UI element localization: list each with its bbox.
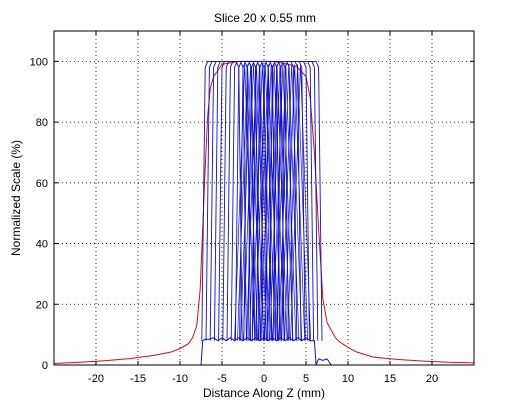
slice-hatch-line [248, 64, 270, 341]
x-tick-label: 15 [384, 373, 396, 385]
slice-hatch-line [269, 64, 291, 341]
x-tick-label: -5 [217, 373, 227, 385]
y-axis: 0 20 40 60 80 100 [30, 56, 474, 372]
y-tick-label: 0 [42, 360, 48, 372]
slice-hatch-line [290, 64, 311, 341]
slice-hatch-line [287, 64, 309, 341]
slice-hatch-line [272, 64, 294, 341]
slice-hatch-line [243, 64, 264, 341]
x-tick-label: -15 [130, 373, 146, 385]
y-tick-label: 80 [36, 117, 48, 129]
slice-hatch-line [240, 64, 261, 341]
slice-hatch-line [251, 64, 273, 341]
y-axis-label: Normalized Scale (%) [9, 140, 23, 256]
series-line-1 [200, 337, 332, 365]
slice-hatch-line [234, 64, 256, 341]
slice-hatch-line [260, 64, 282, 341]
slice-hatch-line [263, 64, 285, 341]
y-tick-label: 60 [36, 178, 48, 190]
slice-hatch-line [266, 64, 288, 341]
x-axis-label: Distance Along Z (mm) [203, 386, 325, 400]
slice-hatch-line [281, 64, 303, 341]
x-tick-label: 5 [303, 373, 309, 385]
x-tick-label: 10 [342, 373, 354, 385]
slice-hatch-line [237, 64, 259, 341]
chart-title: Slice 20 x 0.55 mm [214, 11, 316, 25]
y-tick-label: 40 [36, 239, 48, 251]
plot-series [54, 60, 474, 365]
y-tick-label: 20 [36, 299, 48, 311]
x-tick-label: 20 [426, 373, 438, 385]
slice-hatch-line [257, 64, 279, 341]
x-tick-label: 0 [261, 373, 267, 385]
x-tick-label: -10 [172, 373, 188, 385]
slice-hatch-line [284, 64, 306, 341]
x-tick-label: -20 [88, 373, 104, 385]
slice-hatch-line [275, 64, 297, 341]
slice-hatch-line [254, 64, 276, 341]
x-axis: -20 -15 -10 -5 0 5 10 15 20 [88, 31, 438, 385]
slice-hatch-line [246, 64, 267, 341]
slice-hatch-line [278, 64, 300, 341]
y-tick-label: 100 [30, 56, 48, 68]
